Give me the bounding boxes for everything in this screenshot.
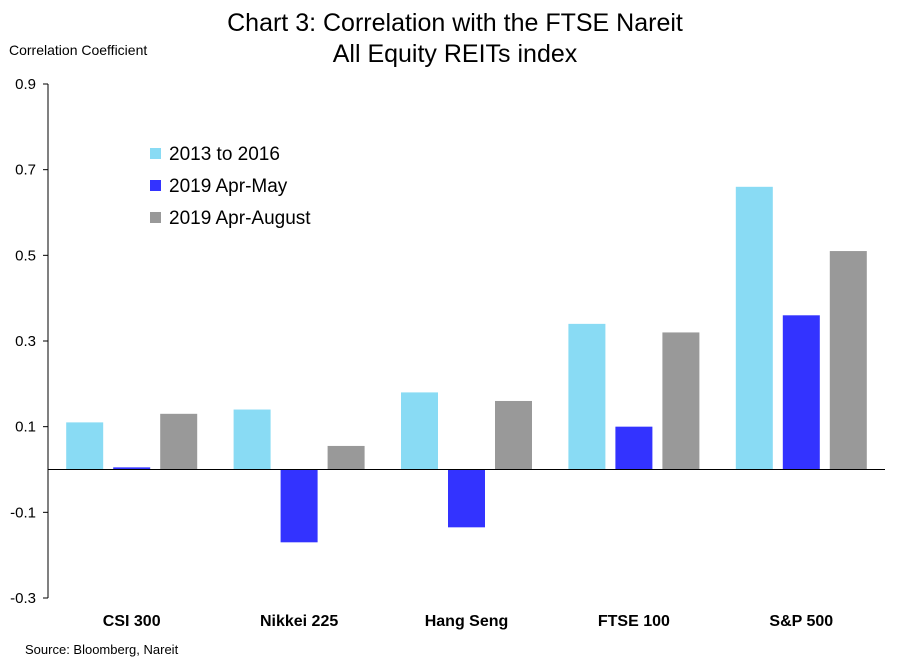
y-tick-label: -0.3 — [10, 590, 36, 607]
x-category-label: S&P 500 — [769, 613, 833, 630]
y-tick-label: 0.3 — [15, 333, 36, 350]
legend-swatch — [150, 212, 161, 223]
bar — [401, 392, 438, 470]
legend-swatch — [150, 180, 161, 191]
bar — [233, 409, 271, 470]
bar — [113, 467, 151, 470]
bar — [280, 469, 318, 543]
chart-title: Chart 3: Correlation with the FTSE Narei… — [0, 8, 910, 70]
x-category-label: Hang Seng — [425, 613, 509, 630]
legend-label: 2019 Apr-August — [169, 208, 311, 229]
y-axis-label: Correlation Coefficient — [9, 42, 148, 58]
bar — [495, 400, 532, 470]
bar — [782, 315, 820, 470]
bar — [662, 332, 700, 470]
bar — [66, 422, 104, 470]
chart-title-line-1: Chart 3: Correlation with the FTSE Narei… — [227, 9, 683, 37]
x-category-label: Nikkei 225 — [260, 613, 338, 630]
bar — [448, 469, 485, 528]
legend-label: 2019 Apr-May — [169, 176, 288, 197]
x-category-label: CSI 300 — [103, 613, 161, 630]
bar — [568, 323, 606, 470]
bar — [327, 445, 365, 470]
chart-title-line-2: All Equity REITs index — [332, 40, 578, 68]
source-note: Source: Bloomberg, Nareit — [25, 642, 179, 657]
y-tick-label: 0.7 — [15, 162, 36, 179]
x-category-label: FTSE 100 — [598, 613, 670, 630]
bar — [160, 413, 198, 470]
y-tick-label: 0.9 — [15, 76, 36, 93]
bar — [615, 426, 653, 470]
y-tick-label: -0.1 — [10, 504, 36, 521]
legend-label: 2013 to 2016 — [169, 144, 280, 165]
bar — [829, 251, 867, 470]
y-tick-label: 0.1 — [15, 419, 36, 436]
legend-swatch — [150, 148, 161, 159]
y-tick-label: 0.5 — [15, 247, 36, 264]
bar — [735, 186, 773, 470]
